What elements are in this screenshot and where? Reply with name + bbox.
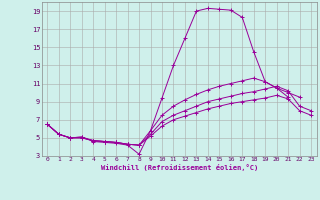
- X-axis label: Windchill (Refroidissement éolien,°C): Windchill (Refroidissement éolien,°C): [100, 164, 258, 171]
